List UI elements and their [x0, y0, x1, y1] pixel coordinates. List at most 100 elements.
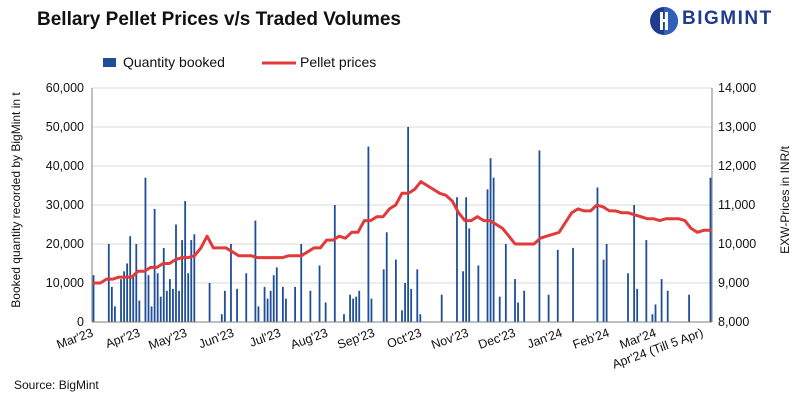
bar — [220, 314, 223, 322]
line-series — [92, 180, 712, 285]
x-tick-label: Oct'23 — [385, 326, 423, 351]
bar — [343, 314, 345, 322]
bar-series — [92, 127, 712, 322]
brand-name: BIGMINT — [682, 8, 773, 29]
bar — [517, 302, 519, 322]
bar — [358, 290, 361, 322]
bar — [165, 290, 168, 322]
bar — [110, 286, 113, 322]
bar — [208, 283, 211, 322]
bar — [184, 201, 187, 322]
bar — [456, 197, 458, 322]
x-tick-label: Nov'23 — [429, 326, 470, 352]
bar — [236, 288, 238, 322]
bar — [162, 247, 165, 322]
bar — [440, 294, 443, 322]
bar — [504, 244, 507, 322]
bar — [178, 290, 180, 322]
y-left-tick-label: 20,000 — [46, 237, 84, 251]
bar — [401, 310, 403, 322]
bar — [159, 296, 162, 322]
bar — [355, 296, 358, 322]
bar — [266, 298, 269, 322]
bar — [138, 300, 141, 322]
bar — [416, 269, 419, 322]
bar — [666, 290, 669, 322]
bar — [419, 314, 422, 322]
bar — [263, 286, 266, 322]
legend: Quantity booked Pellet prices — [103, 54, 376, 70]
bar — [688, 294, 690, 322]
bar — [385, 232, 388, 322]
x-tick-label: Aug'23 — [289, 326, 330, 352]
bar — [92, 275, 95, 322]
bar — [410, 288, 413, 322]
bar — [489, 158, 492, 322]
chart-title: Bellary Pellet Prices v/s Traded Volumes — [37, 9, 401, 30]
bar — [175, 224, 177, 322]
bigmint-logo — [650, 7, 678, 35]
bar — [407, 127, 410, 322]
y-right-axis-label: EXW-Prices in INR/t — [778, 145, 792, 253]
x-tick-label: Apr'23 — [104, 326, 142, 351]
bar — [285, 298, 287, 322]
bar — [492, 177, 495, 322]
y-left-tick-label: 50,000 — [46, 120, 84, 134]
bar — [462, 271, 464, 322]
bar — [147, 275, 150, 322]
bar — [230, 244, 232, 322]
bar — [129, 236, 132, 322]
y-right-tick-label: 12,000 — [718, 159, 756, 173]
x-tick-label: Feb'24 — [571, 326, 611, 352]
bar — [193, 234, 196, 322]
bar — [636, 288, 639, 322]
bar — [281, 286, 284, 322]
bar — [572, 247, 574, 322]
bar — [114, 306, 116, 322]
bar — [404, 283, 406, 322]
y-right-tick-label: 10,000 — [718, 237, 756, 251]
x-tick-label: May'23 — [147, 326, 189, 353]
bar — [605, 244, 608, 322]
bar — [596, 187, 599, 322]
bar — [514, 279, 516, 322]
bar — [651, 314, 654, 322]
bar — [523, 290, 526, 322]
bar — [309, 290, 312, 322]
x-tick-label: Jul'23 — [248, 326, 283, 350]
y-left-tick-label: 60,000 — [46, 81, 84, 95]
bar — [382, 269, 385, 322]
y-right-tick-label: 11,000 — [718, 198, 755, 212]
bar — [300, 244, 303, 322]
bar — [123, 271, 125, 322]
bar — [156, 273, 159, 322]
bar — [318, 265, 321, 322]
x-tick-label: Sep'23 — [336, 326, 377, 352]
bar — [627, 273, 629, 322]
bar — [144, 177, 147, 322]
y-left-tick-label: 40,000 — [46, 159, 84, 173]
brand-globe-icon — [650, 7, 678, 35]
bar — [556, 249, 559, 322]
x-tick-label: Jan'24 — [525, 326, 564, 352]
bar — [245, 273, 248, 322]
bar — [660, 279, 663, 322]
bar — [709, 177, 712, 322]
source-note: Source: BigMint — [14, 378, 99, 392]
bar — [126, 263, 129, 322]
axes: 0 10,000 20,000 30,000 40,000 50,000 60,000 8,0… — [46, 81, 757, 372]
bar — [150, 306, 153, 322]
y-right-tick-label: 9,000 — [718, 276, 749, 290]
y-left-tick-label: 10,000 — [46, 276, 84, 290]
bar — [275, 267, 278, 322]
bar — [633, 205, 636, 322]
bar — [272, 275, 275, 322]
price-line — [92, 180, 712, 285]
bar — [349, 294, 351, 322]
bar — [168, 279, 171, 322]
legend-swatch-bar — [103, 58, 116, 67]
bar — [187, 273, 190, 322]
bar — [132, 275, 135, 322]
x-tick-label: Jun'23 — [197, 326, 236, 352]
